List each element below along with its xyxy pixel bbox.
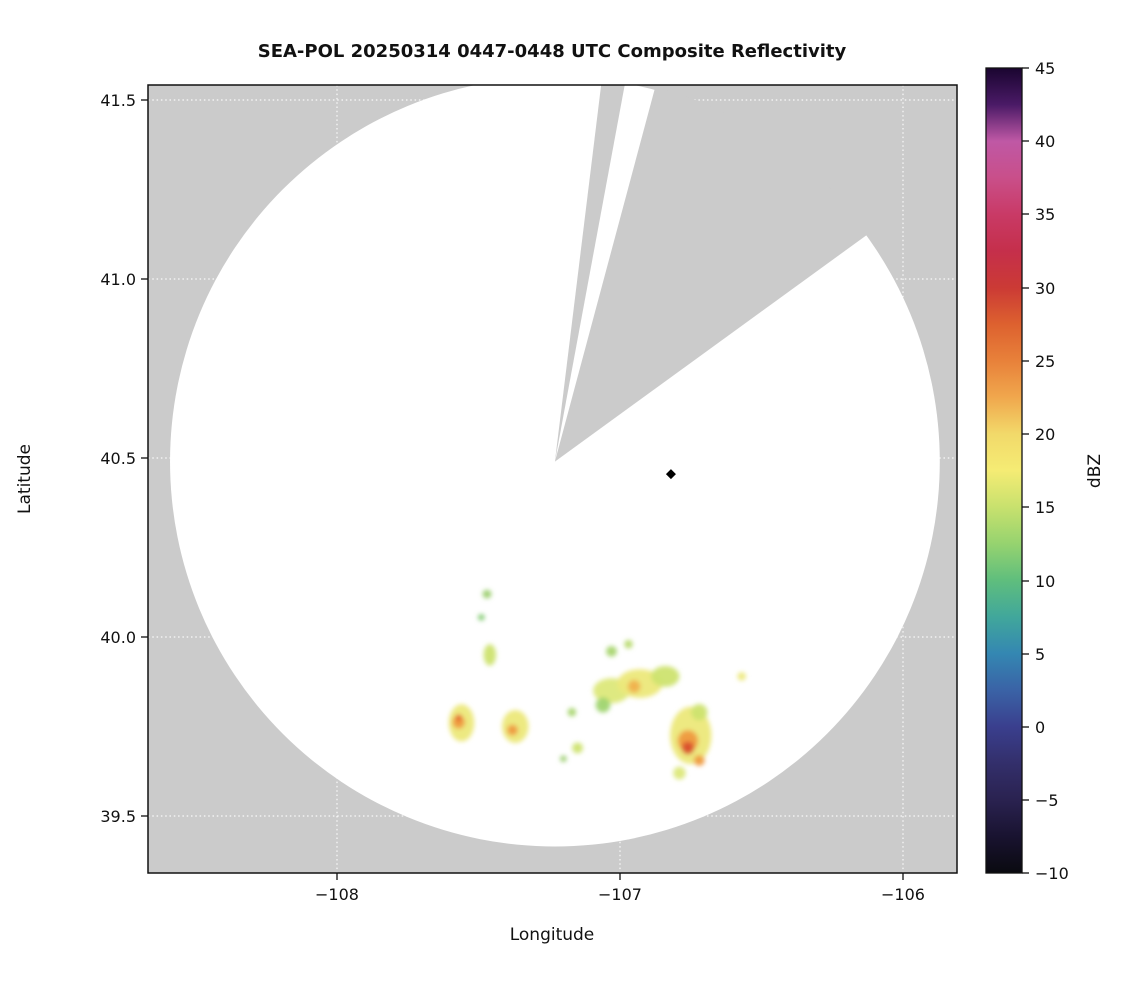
x-axis-tick-marks <box>336 873 904 880</box>
y-tick-label: 40.0 <box>100 628 136 647</box>
y-tick-label: 41.5 <box>100 91 136 110</box>
radar-echo-cell <box>567 707 577 717</box>
map-area <box>148 85 957 873</box>
colorbar-tick-labels: 45 40 35 30 25 20 15 10 5 0 −5 −10 <box>1035 59 1069 883</box>
x-tick-label: −106 <box>881 885 925 904</box>
radar-site-marker-icon <box>665 469 676 480</box>
radar-echo-cell <box>477 614 485 621</box>
radar-echo-cell <box>507 724 518 736</box>
radar-echo-cell <box>572 742 583 754</box>
x-axis-tick-labels: −108 −107 −106 <box>315 885 925 904</box>
colorbar-tick-label: 25 <box>1035 352 1055 371</box>
radar-echo-cell <box>627 679 641 693</box>
colorbar: 45 40 35 30 25 20 15 10 5 0 −5 −10 dBZ <box>985 59 1105 883</box>
radar-echo-cell <box>483 644 497 666</box>
radar-echo-cell <box>617 669 663 698</box>
radar-echo-cell <box>560 755 567 762</box>
chart-title: SEA-POL 20250314 0447-0448 UTC Composite… <box>258 41 847 62</box>
colorbar-tick-label: 20 <box>1035 425 1055 444</box>
colorbar-tick-label: −5 <box>1035 791 1059 810</box>
y-axis-tick-marks <box>141 99 148 817</box>
radar-echo-cell <box>595 697 611 713</box>
colorbar-tick-label: 10 <box>1035 572 1055 591</box>
y-tick-label: 41.0 <box>100 270 136 289</box>
radar-echo-cell <box>673 766 686 780</box>
x-tick-label: −108 <box>315 885 359 904</box>
radar-echo-cell <box>691 703 708 721</box>
radar-echo-cell <box>624 639 633 649</box>
radar-echo-cell <box>693 755 705 766</box>
x-tick-label: −107 <box>598 885 642 904</box>
colorbar-gradient <box>986 68 1022 873</box>
colorbar-axis-label: dBZ <box>1085 454 1105 488</box>
colorbar-tick-label: −10 <box>1035 864 1069 883</box>
y-axis-tick-labels: 41.5 41.0 40.5 40.0 39.5 <box>100 91 136 826</box>
radar-echo-cell <box>651 665 680 687</box>
colorbar-tick-marks <box>1022 67 1029 874</box>
colorbar-tick-label: 5 <box>1035 645 1045 664</box>
plot-border <box>147 84 958 874</box>
blocked-sector-wedge <box>554 86 869 462</box>
x-axis-label: Longitude <box>510 925 595 945</box>
radar-coverage-layer <box>170 85 940 847</box>
colorbar-border <box>985 67 1023 874</box>
colorbar-tick-label: 35 <box>1035 205 1055 224</box>
radar-echo-cell <box>452 715 465 729</box>
radar-echo-cell <box>606 645 617 657</box>
marker-layer <box>665 469 676 480</box>
radar-echo-cell <box>482 589 492 599</box>
y-tick-label: 40.5 <box>100 449 136 468</box>
radar-echo-cell <box>681 741 695 755</box>
colorbar-tick-label: 45 <box>1035 59 1055 78</box>
colorbar-tick-label: 15 <box>1035 498 1055 517</box>
colorbar-tick-label: 40 <box>1035 132 1055 151</box>
colorbar-tick-label: 30 <box>1035 279 1055 298</box>
y-tick-label: 39.5 <box>100 807 136 826</box>
colorbar-tick-label: 0 <box>1035 718 1045 737</box>
y-axis-label: Latitude <box>15 444 35 514</box>
radar-echo-layer <box>448 589 746 780</box>
radar-echo-cell <box>737 672 746 681</box>
radar-echo-cell <box>455 714 462 721</box>
